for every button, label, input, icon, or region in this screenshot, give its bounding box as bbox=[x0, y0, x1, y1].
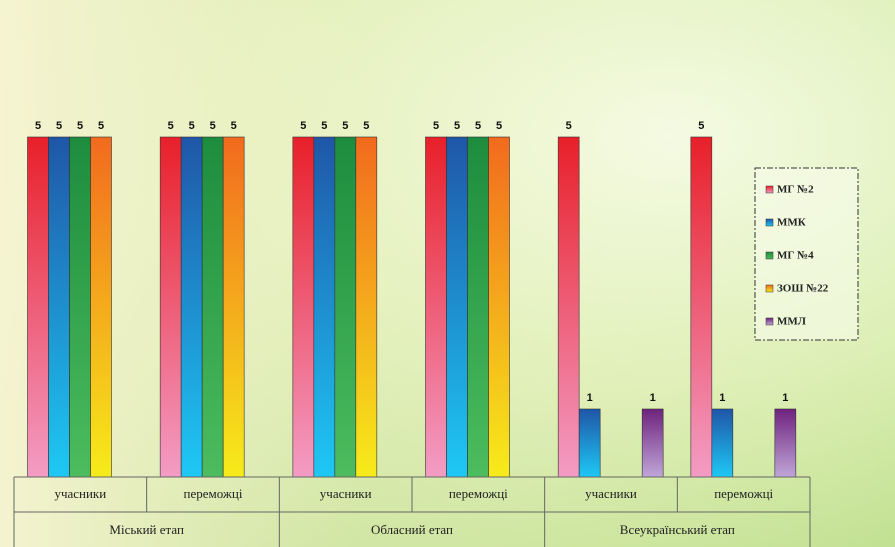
value-label: 5 bbox=[698, 120, 704, 132]
legend-label: МГ №4 bbox=[777, 250, 814, 262]
bar bbox=[488, 136, 510, 478]
bar bbox=[446, 136, 468, 478]
x-tick-label: учасники bbox=[585, 486, 637, 501]
legend-swatch bbox=[765, 317, 774, 326]
value-label: 5 bbox=[56, 120, 62, 132]
bar bbox=[557, 136, 580, 478]
bar bbox=[641, 408, 664, 478]
legend-swatch bbox=[765, 284, 774, 293]
bar bbox=[774, 408, 797, 478]
x-tick-label: переможці bbox=[184, 486, 243, 501]
x-tick-label: переможці bbox=[449, 486, 508, 501]
bar bbox=[201, 136, 224, 478]
value-label: 5 bbox=[77, 120, 83, 132]
bar bbox=[69, 136, 91, 478]
x-tick-label: переможці bbox=[714, 486, 773, 501]
legend-label: ММЛ bbox=[777, 316, 807, 328]
value-label: 1 bbox=[650, 392, 656, 404]
value-label: 5 bbox=[231, 120, 237, 132]
value-label: 5 bbox=[35, 120, 41, 132]
x-group-label: Всеукраїнський етап bbox=[620, 522, 735, 537]
x-group-label: Міський етап bbox=[109, 522, 184, 537]
legend-label: ММК bbox=[777, 217, 806, 229]
bar bbox=[690, 136, 713, 478]
bar bbox=[27, 136, 49, 478]
value-label: 5 bbox=[496, 120, 502, 132]
bar bbox=[180, 136, 203, 478]
bar bbox=[292, 136, 315, 478]
bar bbox=[578, 408, 601, 478]
bar bbox=[467, 136, 489, 478]
value-label: 5 bbox=[454, 120, 460, 132]
value-label: 1 bbox=[587, 392, 593, 404]
legend-swatch bbox=[765, 185, 774, 194]
value-label: 5 bbox=[566, 120, 572, 132]
x-tick-label: учасники bbox=[320, 486, 372, 501]
bar bbox=[313, 136, 336, 478]
value-label: 5 bbox=[168, 120, 174, 132]
bar bbox=[355, 136, 378, 478]
value-label: 1 bbox=[719, 392, 725, 404]
bar bbox=[425, 136, 447, 478]
legend-label: МГ №2 bbox=[777, 184, 814, 196]
bar bbox=[90, 136, 112, 478]
bar bbox=[48, 136, 70, 478]
value-label: 5 bbox=[210, 120, 216, 132]
value-label: 5 bbox=[475, 120, 481, 132]
legend-label: ЗОШ №22 bbox=[777, 283, 829, 295]
value-label: 5 bbox=[363, 120, 369, 132]
x-group-label: Обласний етап bbox=[371, 522, 453, 537]
bar bbox=[334, 136, 357, 478]
value-label: 1 bbox=[782, 392, 788, 404]
legend-swatch bbox=[765, 251, 774, 260]
x-tick-label: учасники bbox=[54, 486, 106, 501]
legend-swatch bbox=[765, 218, 774, 227]
value-label: 5 bbox=[300, 120, 306, 132]
bar bbox=[711, 408, 734, 478]
value-label: 5 bbox=[433, 120, 439, 132]
value-label: 5 bbox=[321, 120, 327, 132]
value-label: 5 bbox=[98, 120, 104, 132]
value-label: 5 bbox=[342, 120, 348, 132]
value-label: 5 bbox=[189, 120, 195, 132]
bar bbox=[222, 136, 245, 478]
bar bbox=[159, 136, 182, 478]
